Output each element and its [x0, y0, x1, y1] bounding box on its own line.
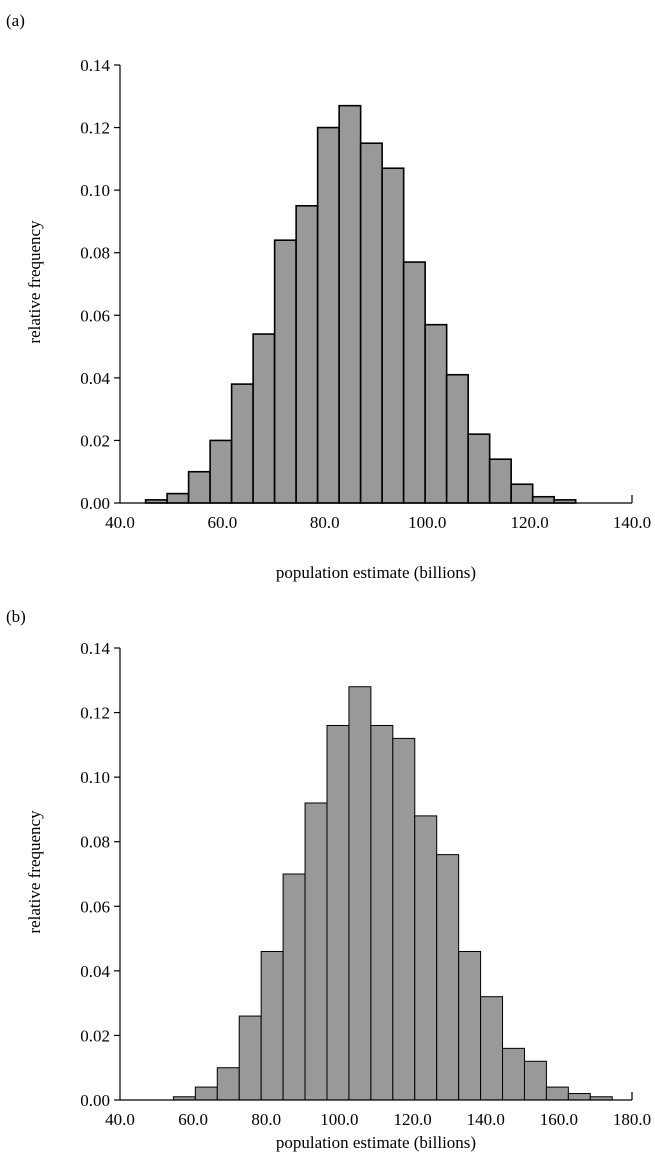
x-tick-label-b-5: 140.0	[467, 1110, 505, 1129]
x-tick-label-b-0: 40.0	[105, 1110, 135, 1129]
histogram-a-bar-17	[510, 483, 534, 504]
histogram-b-bar-8	[348, 686, 372, 1101]
histogram-b-bar-6	[304, 802, 328, 1101]
histogram-b-bar-17	[545, 1086, 569, 1101]
y-tick-label-b-1: 0.02	[80, 1026, 110, 1045]
x-tick-label-a-1: 60.0	[208, 513, 238, 532]
y-tick-label-a-6: 0.12	[80, 119, 110, 138]
y-tick-label-b-0: 0.00	[80, 1091, 110, 1110]
y-tick-label-b-5: 0.10	[80, 768, 110, 787]
y-tick-label-b-6: 0.12	[80, 704, 110, 723]
y-tick-label-a-2: 0.04	[80, 369, 110, 388]
panel-a-label: (a)	[6, 11, 25, 30]
histogram-a-bar-3	[209, 439, 233, 504]
x-tick-label-a-2: 80.0	[310, 513, 340, 532]
histogram-a: 0.00 0.02 0.04 0.06 0.08 0.10 0.12 0.14 40.0 60.0…	[25, 56, 651, 582]
histogram-a-bar-2	[187, 470, 211, 504]
x-tick-label-a-5: 140.0	[613, 513, 651, 532]
y-tick-label-b-2: 0.04	[80, 962, 110, 981]
y-tick-label-a-3: 0.06	[80, 306, 110, 325]
histogram-b-bar-10	[392, 737, 416, 1101]
y-tick-label-a-1: 0.02	[80, 431, 110, 450]
histogram-a-bar-12	[402, 261, 426, 504]
y-tick-label-a-4: 0.08	[80, 244, 110, 263]
y-tick-label-a-7: 0.14	[80, 56, 110, 75]
histogram-b-bar-18	[567, 1093, 591, 1101]
histogram-b: 0.00 0.02 0.04 0.06 0.08 0.10 0.12 0.14 40.0 60.0…	[25, 639, 651, 1152]
histogram-b-bar-2	[216, 1067, 240, 1101]
histogram-a-bar-9	[338, 104, 362, 504]
histogram-a-bar-10	[359, 142, 383, 504]
histogram-a-bar-7	[295, 204, 319, 504]
histogram-a-bar-14	[445, 373, 469, 504]
y-axis-title-b: relative frequency	[25, 810, 44, 934]
x-axis-title-a: population estimate (billions)	[276, 563, 476, 582]
histogram-b-bar-5	[282, 873, 306, 1101]
histogram-a-bar-16	[488, 458, 512, 504]
panel-b-label: (b)	[6, 607, 26, 626]
x-tick-label-b-7: 180.0	[613, 1110, 651, 1129]
histogram-b-bar-16	[523, 1060, 547, 1101]
y-tick-label-b-3: 0.06	[80, 897, 110, 916]
histogram-a-bar-6	[273, 239, 297, 504]
y-tick-label-a-0: 0.00	[80, 494, 110, 513]
histogram-b-bar-3	[238, 1015, 262, 1101]
histogram-a-bar-8	[316, 126, 340, 504]
y-tick-label-b-4: 0.08	[80, 833, 110, 852]
y-tick-label-b-7: 0.14	[80, 639, 110, 658]
histogram-b-bar-12	[436, 854, 460, 1101]
histogram-a-bar-4	[230, 383, 254, 504]
histogram-b-bar-1	[194, 1086, 218, 1101]
x-axis-title-b: population estimate (billions)	[276, 1133, 476, 1152]
x-tick-label-a-3: 100.0	[408, 513, 446, 532]
histogram-b-bar-7	[326, 724, 350, 1101]
histogram-b-bar-15	[502, 1047, 525, 1101]
x-tick-label-b-3: 100.0	[320, 1110, 358, 1129]
histogram-a-bar-11	[381, 167, 405, 504]
histogram-b-bar-11	[414, 815, 438, 1101]
y-tick-label-a-5: 0.10	[80, 181, 110, 200]
histogram-b-bar-9	[370, 724, 394, 1101]
histogram-a-bar-1	[166, 492, 190, 504]
histogram-a-bar-18	[531, 495, 555, 504]
histogram-a-bar-5	[252, 333, 276, 504]
histogram-b-bar-4	[260, 950, 284, 1101]
x-tick-label-b-4: 120.0	[393, 1110, 431, 1129]
x-tick-label-a-0: 40.0	[105, 513, 135, 532]
histogram-a-bar-15	[467, 433, 491, 504]
x-tick-label-b-6: 160.0	[540, 1110, 578, 1129]
histogram-b-bar-13	[458, 950, 482, 1101]
histogram-a-bar-13	[424, 323, 448, 504]
x-tick-label-b-2: 80.0	[251, 1110, 281, 1129]
x-tick-label-b-1: 60.0	[178, 1110, 208, 1129]
x-tick-label-a-4: 120.0	[510, 513, 548, 532]
y-axis-title-a: relative frequency	[25, 220, 44, 344]
histogram-b-bar-14	[480, 996, 504, 1101]
